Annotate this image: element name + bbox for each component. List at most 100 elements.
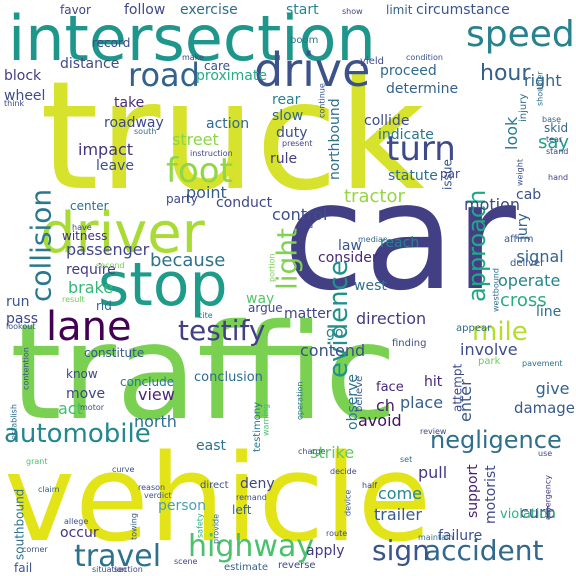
word-ch: ch <box>376 396 395 415</box>
word-block: block <box>4 68 42 84</box>
word-enter: enter <box>456 379 475 422</box>
word-truck: truck <box>40 50 425 224</box>
word-device: device <box>343 490 352 516</box>
word-maintain: maintain <box>418 533 453 542</box>
word-portion: portion <box>267 253 276 282</box>
word-car: car <box>283 151 516 323</box>
word-law: law <box>338 238 362 254</box>
words-layer: truckcartrafficvehicleintersectionstopdr… <box>4 2 575 575</box>
word-violation: violation <box>500 507 556 522</box>
word-mile: mile <box>472 317 528 347</box>
word-sign: sign <box>372 534 430 567</box>
word-impact: impact <box>78 140 133 159</box>
word-section: section <box>114 565 143 574</box>
word-stand: stand <box>546 147 568 156</box>
word-move: move <box>66 386 105 402</box>
word-give: give <box>536 379 570 398</box>
word-result: result <box>62 295 85 304</box>
word-tear: tear <box>546 135 563 144</box>
word-allege: allege <box>64 517 88 526</box>
word-use: use <box>538 449 552 458</box>
word-towing: towing <box>129 513 138 540</box>
word-south: south <box>134 127 156 136</box>
word-start: start <box>286 2 319 18</box>
word-northbound: northbound <box>327 98 343 180</box>
word-set: set <box>400 455 412 464</box>
word-highway: highway <box>188 529 314 564</box>
word-reverse: reverse <box>278 560 316 571</box>
word-witness: witness <box>62 229 107 243</box>
word-fail: fail <box>14 561 32 575</box>
word-act: act <box>58 399 83 418</box>
word-speed: speed <box>466 14 575 55</box>
word-left: left <box>232 503 252 517</box>
word-east: east <box>196 438 226 454</box>
word-grant: grant <box>26 457 47 466</box>
word-approach: approach <box>463 190 491 302</box>
word-slow: slow <box>272 108 303 124</box>
word-north: north <box>134 412 177 431</box>
word-west: west <box>354 278 387 294</box>
word-park: park <box>478 356 501 367</box>
word-support: support <box>465 464 481 518</box>
word-passenger: passenger <box>66 240 150 259</box>
word-involve: involve <box>460 340 518 359</box>
word-provide: provide <box>211 514 220 544</box>
word-apply: apply <box>306 543 345 559</box>
word-have: have <box>72 223 92 232</box>
word-make: make <box>182 53 204 62</box>
word-instruction: instruction <box>190 149 233 158</box>
word-damage: damage <box>514 399 575 417</box>
word-cite: cite <box>198 311 213 320</box>
word-warning: warning <box>261 404 270 436</box>
word-proximate: proximate <box>196 68 267 84</box>
word-present: present <box>282 139 312 148</box>
word-determine: determine <box>386 81 458 97</box>
word-think: think <box>4 99 25 108</box>
word-remand: remand <box>236 493 267 502</box>
word-line: line <box>536 304 561 320</box>
word-person: person <box>158 498 206 514</box>
word-collide: collide <box>364 113 409 129</box>
word-show: show <box>342 7 363 16</box>
word-second: second <box>96 261 125 270</box>
word-direct: direct <box>200 480 229 491</box>
word-rid: rid <box>96 299 112 313</box>
word-travel: travel <box>74 539 161 574</box>
word-turn: turn <box>386 129 456 169</box>
word-condition: condition <box>406 53 443 62</box>
word-because: because <box>150 250 225 271</box>
word-median: median <box>358 235 388 244</box>
word-distance: distance <box>60 56 119 72</box>
word-skid: skid <box>544 121 568 135</box>
word-consider: consider <box>318 250 378 266</box>
word-duty: duty <box>276 125 308 141</box>
word-affirm: affirm <box>504 234 533 245</box>
word-lane: lane <box>46 304 132 350</box>
word-deliver: deliver <box>510 258 545 269</box>
word-look: look <box>502 116 521 150</box>
word-street: street <box>172 130 219 149</box>
word-verdict: verdict <box>144 491 172 500</box>
word-accident: accident <box>424 534 543 567</box>
word-strike: strike <box>310 443 354 462</box>
word-contend: contend <box>300 341 365 360</box>
word-conclude: conclude <box>120 375 174 389</box>
word-emergency: emergency <box>543 475 552 520</box>
word-weight: weight <box>515 159 524 186</box>
word-rear: rear <box>272 92 301 108</box>
word-intersection: intersection <box>8 2 376 75</box>
word-leave: leave <box>96 158 134 174</box>
word-proceed: proceed <box>380 63 437 79</box>
word-face: face <box>376 380 404 395</box>
word-trailer: trailer <box>374 505 422 524</box>
word-half: half <box>362 481 377 490</box>
word-westbound: westbound <box>491 268 500 312</box>
word-point: point <box>186 183 227 202</box>
word-curve: curve <box>112 465 134 474</box>
word-view: view <box>138 385 175 404</box>
word-avoid: avoid <box>358 411 402 430</box>
word-control: control <box>272 205 327 224</box>
